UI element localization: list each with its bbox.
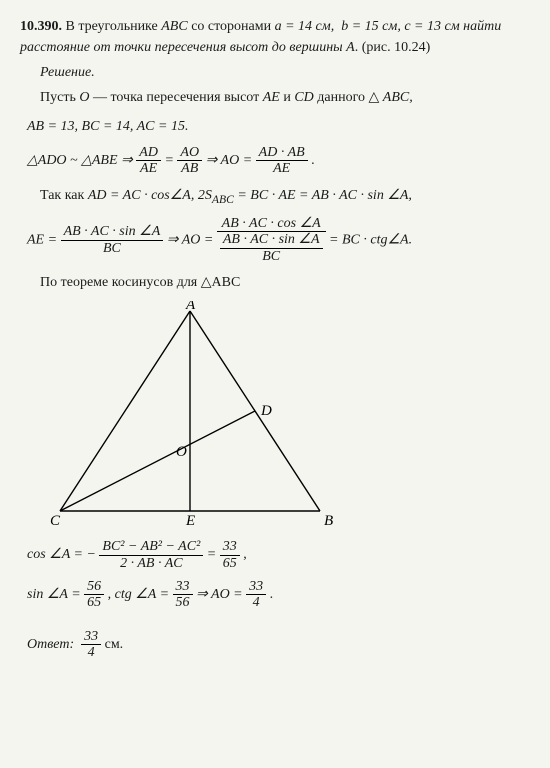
den: AE [256, 161, 308, 176]
den: 4 [81, 645, 101, 660]
sin-ctg-eq: sin ∠A = 56 65 , ctg ∠A = 33 56 ⇒ AO = 3… [20, 579, 530, 611]
svg-text:E: E [185, 513, 195, 529]
frac-ao-big: AB · AC · cos ∠A AB · AC · sin ∠A BC [217, 216, 326, 264]
frac-cos: BC² − AB² − AC² 2 · AB · AC [99, 539, 203, 571]
side-b: b = 15 см, [341, 19, 401, 34]
den: AB [177, 161, 202, 176]
cosine-law-line: По теореме косинусов для △ABC [20, 272, 530, 293]
num: AB · AC · cos ∠A [217, 216, 326, 232]
frac-inner: AB · AC · sin ∠A BC [220, 232, 323, 264]
eq: = [164, 153, 177, 168]
implies: ⇒ AO = [167, 232, 217, 247]
point-o: O [79, 90, 89, 105]
svg-text:O: O [176, 444, 187, 460]
left: AE = [27, 232, 61, 247]
frac-answer: 33 4 [81, 629, 101, 661]
num: 33 [246, 579, 266, 595]
num: AO [177, 145, 202, 161]
text: Пусть [40, 90, 79, 105]
den: 65 [220, 556, 240, 571]
text: со сторонами [191, 19, 274, 34]
svg-text:B: B [324, 513, 333, 529]
line-orthocenter: Пусть O — точка пересечения высот AE и C… [20, 87, 530, 108]
text: и [283, 90, 294, 105]
cos-a-eq: cos ∠A = − BC² − AB² − AC² 2 · AB · AC =… [20, 539, 530, 571]
ae-equation: AE = AB · AC · sin ∠A BC ⇒ AO = AB · AC … [20, 216, 530, 264]
problem-number: 10.390. [20, 19, 62, 34]
seg-ae: AE [263, 90, 280, 105]
num: AD [136, 145, 161, 161]
left: cos ∠A = − [27, 547, 99, 562]
answer-line: Ответ: 33 4 см. [20, 629, 530, 661]
den: 56 [173, 595, 193, 610]
text: В треугольнике [66, 19, 162, 34]
dot: . [311, 153, 315, 168]
sim-left: △ADO ~ △ABE ⇒ [27, 153, 133, 168]
answer-label: Ответ: [27, 637, 74, 652]
num: 33 [173, 579, 193, 595]
frac-ae: AB · AC · sin ∠A BC [61, 224, 164, 256]
den: 2 · AB · AC [99, 556, 203, 571]
den: BC [220, 249, 323, 264]
num: AB · AC · sin ∠A [220, 232, 323, 248]
text: — точка пересечения высот [93, 90, 263, 105]
den: AE [136, 161, 161, 176]
sides-eq: AB = 13, BC = 14, AC = 15. [20, 116, 530, 137]
triangle-abc: ABC [161, 19, 187, 34]
similarity-eq: △ADO ~ △ABE ⇒ AD AE = AO AB ⇒ AO = AD · … [20, 145, 530, 177]
figure-ref: (рис. 10.24) [362, 40, 431, 55]
frac-sin: 56 65 [84, 579, 104, 611]
result: = BC · ctg∠A. [329, 232, 412, 247]
eq: = [207, 547, 220, 562]
sub: ABC [212, 193, 234, 206]
den: BC [61, 241, 164, 256]
frac-cos-res: 33 65 [220, 539, 240, 571]
num: 56 [84, 579, 104, 595]
ctg-label: , ctg ∠A = [108, 587, 173, 602]
since-line: Так как AD = AC · cos∠A, 2SABC = BC · AE… [20, 185, 530, 208]
num: 33 [81, 629, 101, 645]
den: 4 [246, 595, 266, 610]
frac-ao: 33 4 [246, 579, 266, 611]
implies: ⇒ AO = [206, 153, 256, 168]
vertex-a: A [346, 40, 355, 55]
num: 33 [220, 539, 240, 555]
frac-ctg: 33 56 [173, 579, 193, 611]
num: AD · AB [256, 145, 308, 161]
num: BC² − AB² − AC² [99, 539, 203, 555]
text: Так как [40, 188, 88, 203]
triangle: ABC, [383, 90, 413, 105]
num: AB · AC · sin ∠A [61, 224, 164, 240]
t: BC² − AB² − AC² [102, 539, 200, 554]
svg-text:D: D [260, 403, 272, 419]
eq2: = BC · AE = AB · AC · sin ∠A, [237, 188, 412, 203]
frac-ad-ae: AD AE [136, 145, 161, 177]
implies: ⇒ AO = [196, 587, 246, 602]
den-nested: AB · AC · sin ∠A BC [217, 232, 326, 264]
sides-values: AB = 13, BC = 14, AC = 15. [27, 119, 188, 134]
svg-text:A: A [185, 301, 196, 313]
seg-cd: CD [294, 90, 313, 105]
frac-ao-ab: AO AB [177, 145, 202, 177]
side-a: a = 14 см, [275, 19, 335, 34]
comma: , [243, 547, 247, 562]
svg-text:C: C [50, 513, 61, 529]
unit: см. [105, 637, 124, 652]
problem-statement: 10.390. В треугольнике ABC со сторонами … [20, 16, 530, 58]
triangle-diagram: A B C E D O [50, 301, 350, 531]
sin-label: sin ∠A = [27, 587, 84, 602]
frac-adab-ae: AD · AB AE [256, 145, 308, 177]
eq: AD = AC · cos∠A, 2S [88, 188, 212, 203]
text: данного △ [317, 90, 379, 105]
den: 65 [84, 595, 104, 610]
dot: . [270, 587, 274, 602]
solution-heading: Решение. [20, 62, 530, 83]
